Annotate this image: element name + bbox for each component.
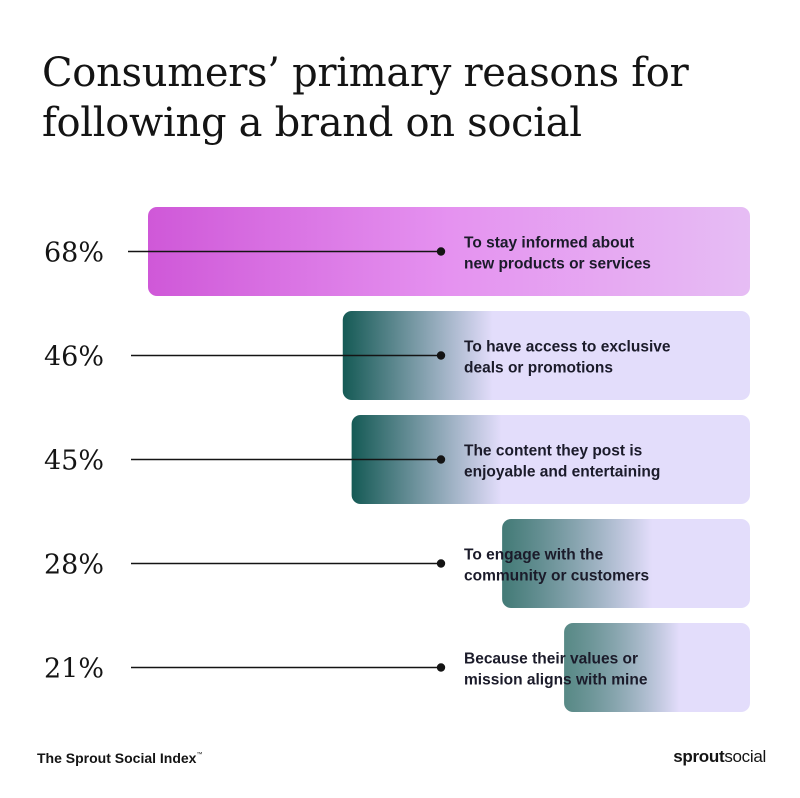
- category-label-2-line-2: deals or promotions: [464, 360, 613, 377]
- logo-word-social: social: [724, 747, 766, 766]
- value-label-4: 28%: [44, 550, 104, 581]
- chart-title-line-2: following a brand on social: [42, 100, 582, 146]
- bar-3: [351, 415, 750, 504]
- logo-word-sprout: sprout: [673, 747, 725, 766]
- leader-dot-2: [436, 351, 446, 360]
- value-label-2: 46%: [44, 342, 104, 373]
- category-label-1-line-1: To stay informed about: [464, 235, 634, 252]
- value-label-3: 45%: [44, 446, 104, 477]
- category-label-2: To have access to exclusive deals or prom…: [464, 339, 671, 377]
- category-label-5: Because their values or mission aligns wi…: [464, 651, 648, 689]
- category-label-1: To stay informed about new products or se…: [464, 235, 651, 273]
- category-label-3: The content they post is enjoyable and en…: [464, 443, 660, 481]
- category-label-2-line-1: To have access to exclusive: [464, 339, 671, 356]
- chart-title-line-1: Consumers’ primary reasons for: [42, 50, 689, 96]
- sproutsocial-logo: sproutsocial: [673, 747, 766, 767]
- category-label-3-line-1: The content they post is: [464, 443, 642, 460]
- bar-5: [564, 623, 750, 712]
- bar-2: [342, 311, 750, 400]
- bar-1: [148, 207, 750, 296]
- trademark-mark: ™: [196, 752, 203, 758]
- leader-dot-1: [436, 247, 446, 256]
- leader-dot-4: [436, 559, 446, 568]
- category-label-4-line-1: To engage with the: [464, 547, 604, 564]
- leader-dot-3: [436, 455, 446, 464]
- category-label-4-line-2: community or customers: [464, 568, 649, 585]
- value-label-1: 68%: [44, 238, 104, 269]
- chart-title: Consumers’ primary reasons for following…: [42, 48, 762, 148]
- category-label-1-line-2: new products or services: [464, 256, 651, 273]
- category-label-3-line-2: enjoyable and entertaining: [464, 464, 660, 481]
- source-footer: The Sprout Social Index™: [37, 750, 202, 766]
- bar-group: 68% To stay informed about new products or…: [44, 207, 750, 712]
- source-label: The Sprout Social Index: [37, 750, 197, 766]
- category-label-5-line-1: Because their values or: [464, 651, 638, 668]
- category-label-4: To engage with the community or customers: [464, 547, 649, 585]
- value-label-5: 21%: [44, 654, 104, 685]
- bar-4: [502, 519, 750, 608]
- leader-dot-5: [436, 663, 446, 672]
- category-label-5-line-2: mission aligns with mine: [464, 672, 648, 689]
